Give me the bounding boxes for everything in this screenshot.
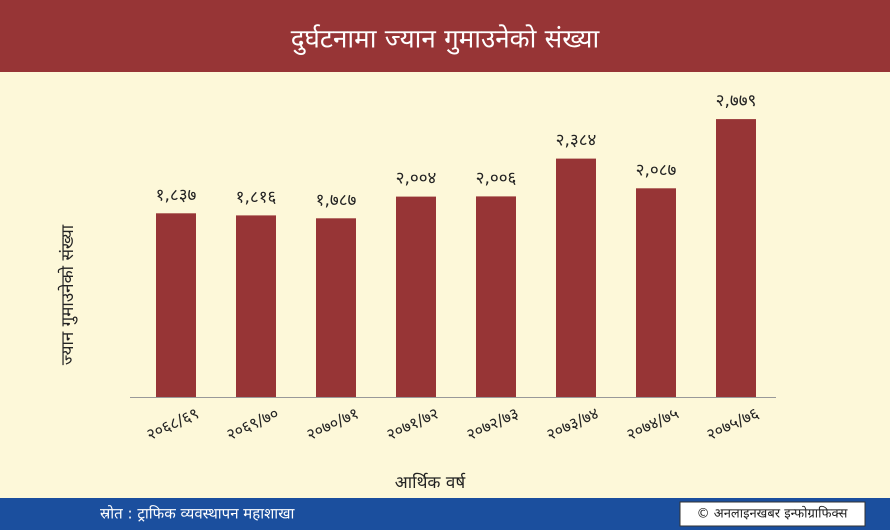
bar [636,188,676,397]
value-label: १,८१६ [236,187,277,207]
bar [236,215,276,397]
x-axis-label: आर्थिक वर्ष [395,472,467,493]
value-label: १,७८७ [316,190,357,210]
chart-title: दुर्घटनामा ज्यान गुमाउनेको संख्या [291,24,601,56]
bar [556,158,596,397]
value-label: २,७७९ [716,91,757,111]
bar [476,196,516,397]
value-label: २,००४ [396,169,437,189]
y-axis-label: ज्यान गुमाउनेको संख्या [57,224,78,365]
bar [716,119,756,397]
value-label: १,८३७ [156,185,197,205]
value-label: २,३८४ [556,131,597,151]
source: स्रोत : ट्राफिक व्यवस्थापन महाशाखा [100,505,295,523]
credit: © अनलाइनखबर इन्फोग्राफिक्स [697,506,848,522]
bar [156,213,196,397]
value-label: २,००६ [476,168,517,188]
credit-box [679,501,866,527]
bar [316,218,356,397]
bar [396,196,436,397]
header [0,0,890,72]
value-label: २,०८७ [636,160,677,180]
